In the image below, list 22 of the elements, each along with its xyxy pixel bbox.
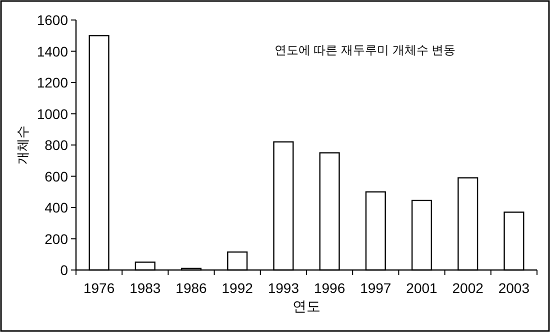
y-tick-label: 1400 <box>36 43 68 60</box>
x-tick-label: 1993 <box>268 280 300 296</box>
y-tick-label: 400 <box>44 200 68 216</box>
x-tick-label: 1976 <box>83 280 115 296</box>
y-tick-label: 0 <box>60 262 68 278</box>
x-tick-label: 2003 <box>498 280 530 296</box>
x-tick-label: 2001 <box>406 280 438 296</box>
y-tick-label: 1200 <box>36 74 68 90</box>
text: 연도에 따른 재두루미 개체수 변동 <box>274 43 456 57</box>
x-tick-label: 1983 <box>130 280 161 296</box>
x-tick-label: 1996 <box>314 280 346 296</box>
y-tick-label: 200 <box>44 230 68 247</box>
x-tick-label: 2002 <box>452 280 484 296</box>
x-tick-label: 1997 <box>360 280 392 296</box>
y-tick-label: 800 <box>44 137 68 153</box>
y-tick-label: 600 <box>44 168 68 184</box>
x-tick-label: 1986 <box>176 280 208 296</box>
y-tick-label: 1600 <box>36 12 68 28</box>
x-axis-title: 연도 <box>292 298 320 314</box>
y-tick-label: 1000 <box>36 106 68 122</box>
x-tick-label: 1992 <box>222 280 254 296</box>
y-axis-title: 개체수 <box>15 126 30 164</box>
